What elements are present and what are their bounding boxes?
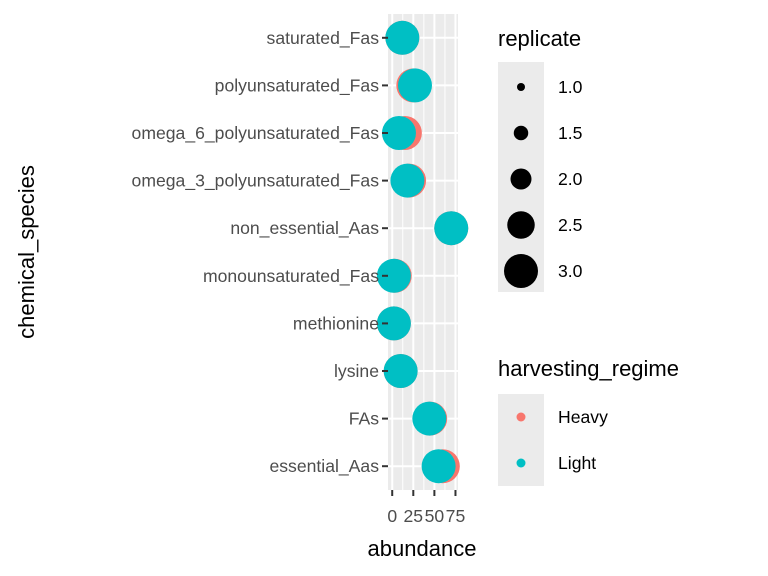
data-point-light — [376, 306, 411, 341]
y-tick-label: monounsaturated_Fas — [203, 266, 379, 287]
legend-size-key — [507, 211, 535, 239]
x-axis-title: abundance — [368, 536, 477, 561]
data-point-light — [383, 354, 418, 388]
data-point-light — [412, 401, 447, 436]
data-point-light — [385, 20, 420, 55]
y-tick-label: methionine — [293, 313, 379, 333]
legend-size-key — [504, 254, 538, 288]
legend-size-label: 3.0 — [558, 261, 583, 281]
data-point-light — [381, 116, 416, 150]
data-point-light — [390, 163, 425, 198]
legend-color-key — [516, 458, 526, 468]
x-tick-label: 50 — [425, 506, 445, 526]
y-tick-label: lysine — [334, 361, 379, 381]
y-tick-label: omega_3_polyunsaturated_Fas — [132, 171, 380, 192]
y-tick-label: essential_Aas — [269, 456, 379, 477]
data-point-light — [434, 211, 469, 246]
legend-replicate: replicate 1.0 1.5 2.0 2.5 3.0 — [498, 26, 583, 292]
grid-lines — [388, 14, 458, 490]
y-tick-label: FAs — [349, 409, 380, 429]
legend-size-label: 1.5 — [558, 123, 583, 143]
data-point-light — [376, 258, 411, 293]
x-tick-label: 0 — [387, 506, 397, 526]
x-tick-label: 25 — [404, 506, 424, 526]
y-tick-label: polyunsaturated_Fas — [215, 75, 380, 96]
legend-harvesting-regime-title: harvesting_regime — [498, 356, 679, 381]
legend-size-label: 2.0 — [558, 169, 583, 189]
data-point-light — [421, 449, 456, 484]
legend-color-label: Heavy — [558, 407, 608, 427]
y-tick-label: non_essential_Aas — [230, 218, 379, 239]
y-axis: essential_Aas FAs lysine methionine monounsa… — [132, 28, 388, 477]
legend-size-label: 2.5 — [558, 215, 583, 235]
data-point-light — [397, 68, 432, 103]
data-points — [376, 20, 469, 484]
y-tick-label: omega_6_polyunsaturated_Fas — [132, 123, 380, 144]
legend-size-key — [513, 125, 529, 141]
y-axis-title: chemical_species — [14, 165, 39, 339]
legend-harvesting-regime: harvesting_regime Heavy Light — [498, 356, 679, 486]
legend-color-key — [516, 412, 526, 422]
y-tick-label: saturated_Fas — [267, 28, 380, 49]
legend-size-key — [517, 83, 525, 91]
legend-size-key — [510, 168, 532, 190]
legend-replicate-title: replicate — [498, 26, 581, 51]
x-tick-label: 75 — [446, 506, 466, 526]
x-axis: 0 25 50 75 — [387, 490, 465, 526]
legend-color-label: Light — [558, 453, 596, 473]
legend-size-label: 1.0 — [558, 77, 583, 97]
legend-harvesting-key-background — [498, 394, 544, 486]
